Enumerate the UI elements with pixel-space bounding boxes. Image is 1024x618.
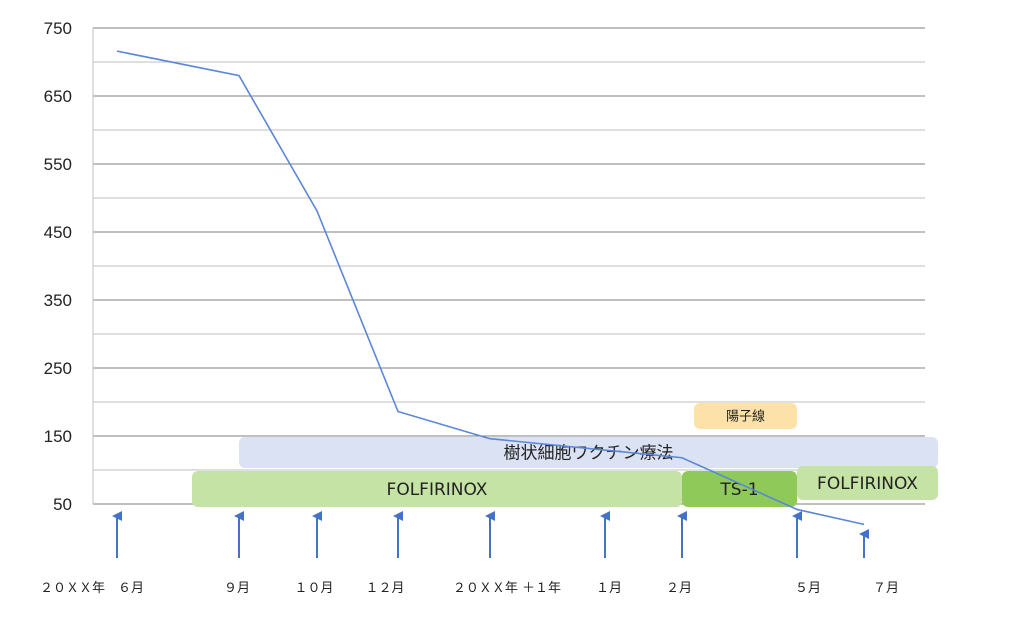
y-axis-tick-labels: 50 150 250 350 450 550 650 750: [44, 19, 72, 514]
treatment-band: [694, 403, 797, 429]
treatment-band-label: TS-1: [719, 480, 758, 500]
event-markers: [112, 511, 869, 558]
line-series: [116, 50, 865, 526]
treatment-band: [192, 471, 682, 507]
x-category-label: １２月: [365, 581, 404, 596]
x-category-label: １０月: [294, 581, 333, 596]
treatment-band: [797, 466, 938, 500]
x-category-label: ７月: [873, 581, 899, 596]
y-tick-label: 650: [44, 87, 72, 106]
treatment-band-label: FOLFIRINOX: [387, 480, 488, 500]
y-tick-label: 350: [44, 291, 72, 310]
treatment-band: [239, 437, 938, 468]
y-tick-label: 150: [44, 427, 72, 446]
series-line: [116, 50, 865, 526]
x-category-label: ２０ＸＸ年 ＋１年: [453, 581, 561, 596]
x-category-label: ２０ＸＸ年 ６月: [40, 581, 144, 596]
treatment-band: [682, 471, 797, 507]
treatment-band-label: 陽子線: [726, 409, 765, 425]
y-tick-label: 50: [53, 495, 72, 514]
x-category-label: ２月: [666, 581, 692, 596]
x-category-label: １月: [596, 581, 622, 596]
gridlines: [92, 27, 925, 505]
x-category-label: ５月: [795, 581, 821, 596]
treatment-bands: 樹状細胞ワクチン療法 FOLFIRINOX TS-1 FOLFIRINOX 陽子線: [192, 403, 938, 507]
x-axis-category-labels: ２０ＸＸ年 ６月 ９月 １０月 １２月 ２０ＸＸ年 ＋１年 １月 ２月 ５月 ７月: [40, 581, 899, 596]
y-tick-label: 250: [44, 359, 72, 378]
y-tick-label: 450: [44, 223, 72, 242]
y-tick-label: 550: [44, 155, 72, 174]
treatment-band-label: FOLFIRINOX: [817, 474, 918, 494]
treatment-band-label: 樹状細胞ワクチン療法: [504, 444, 674, 464]
y-tick-label: 750: [44, 19, 72, 38]
x-category-label: ９月: [224, 581, 250, 596]
